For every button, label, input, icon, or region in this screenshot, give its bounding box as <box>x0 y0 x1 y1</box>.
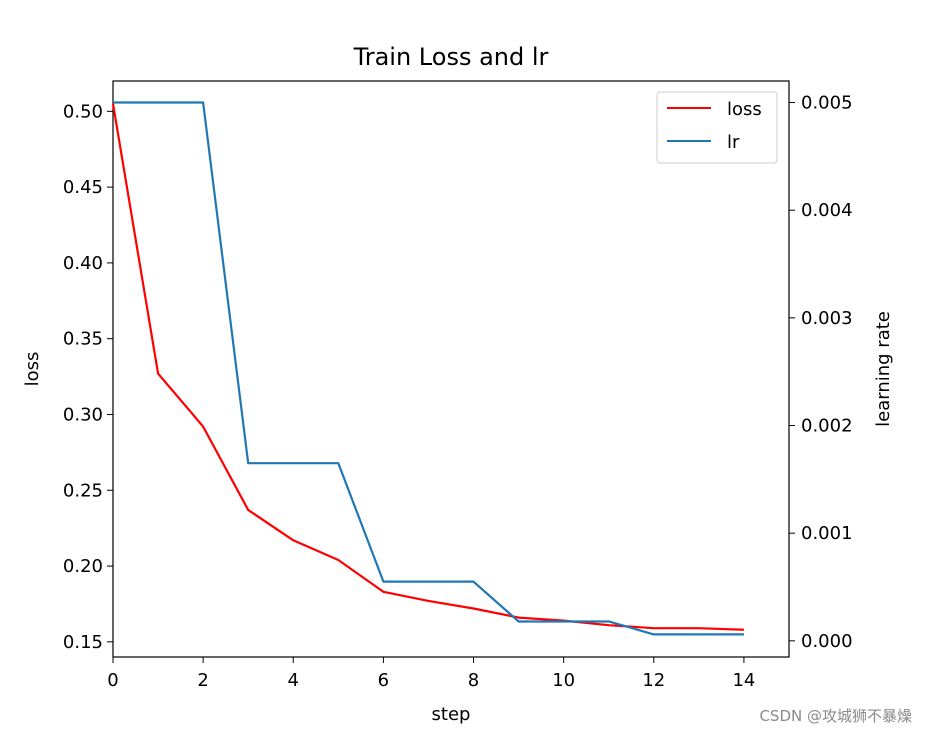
x-tick-label: 4 <box>288 670 299 691</box>
x-tick-label: 6 <box>378 670 389 691</box>
y-left-tick-label: 0.35 <box>63 329 103 350</box>
legend-lr-label: lr <box>727 132 740 153</box>
y-left-tick-label: 0.30 <box>63 404 103 425</box>
y-left-tick-label: 0.50 <box>63 101 103 122</box>
x-tick-label: 12 <box>642 670 665 691</box>
y-axis-left: 0.15 0.20 0.25 0.30 0.35 0.40 0.45 0.50 <box>63 101 113 653</box>
series-line-loss <box>111 103 744 631</box>
legend-loss-label: loss <box>727 99 762 120</box>
y-axis-label-right: learning rate <box>873 311 894 427</box>
y-left-tick-label: 0.45 <box>63 177 103 198</box>
y-left-tick-label: 0.40 <box>63 253 103 274</box>
watermark: CSDN @攻城狮不暴燥 <box>759 707 912 725</box>
legend-box <box>656 91 778 164</box>
y-left-tick-label: 0.25 <box>63 480 103 501</box>
y-right-tick-label: 0.001 <box>801 523 853 544</box>
series-layer <box>111 101 744 636</box>
x-axis: 0 2 4 6 8 10 12 14 <box>107 657 755 691</box>
series-line-lr <box>113 101 744 636</box>
x-tick-label: 10 <box>552 670 575 691</box>
plot-frame <box>112 80 790 658</box>
x-axis-label: step <box>432 704 471 725</box>
y-left-tick-label: 0.15 <box>63 632 103 653</box>
x-tick-label: 0 <box>107 670 118 691</box>
y-left-tick-label: 0.20 <box>63 556 103 577</box>
y-axis-label-left: loss <box>22 352 43 387</box>
chart-title: Train Loss and lr <box>353 43 549 71</box>
x-tick-label: 8 <box>468 670 479 691</box>
y-right-tick-label: 0.002 <box>801 416 853 437</box>
y-right-tick-label: 0.004 <box>801 200 853 221</box>
y-axis-right: 0.000 0.001 0.002 0.003 0.004 0.005 <box>789 93 853 652</box>
x-tick-label: 14 <box>732 670 755 691</box>
legend: loss lr <box>656 91 778 164</box>
x-tick-label: 2 <box>197 670 208 691</box>
plot-area <box>111 80 790 658</box>
y-right-tick-label: 0.003 <box>801 308 853 329</box>
y-right-tick-label: 0.000 <box>801 631 853 652</box>
y-right-tick-label: 0.005 <box>801 93 853 114</box>
